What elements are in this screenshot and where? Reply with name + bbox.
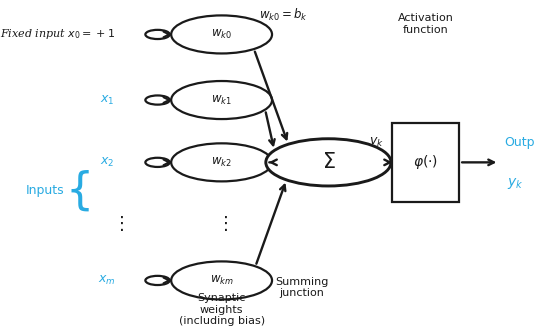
Ellipse shape [171,81,272,119]
Text: $x_m$: $x_m$ [98,274,116,287]
Text: $\{$: $\{$ [65,168,90,213]
Text: Inputs: Inputs [26,184,65,197]
Text: $\vdots$: $\vdots$ [216,214,227,233]
Text: $y_k$: $y_k$ [507,176,523,191]
Text: Fixed input $x_0 = +1$: Fixed input $x_0 = +1$ [0,28,115,41]
Text: Output: Output [505,136,534,149]
Text: $w_{k0} = b_k$: $w_{k0} = b_k$ [259,7,308,23]
Ellipse shape [171,15,272,53]
Text: Synaptic
weights
(including bias): Synaptic weights (including bias) [178,293,265,326]
Ellipse shape [266,139,391,186]
Ellipse shape [145,158,170,167]
Ellipse shape [171,261,272,299]
Text: $x_1$: $x_1$ [99,93,114,107]
Text: $\Sigma$: $\Sigma$ [321,153,335,172]
Ellipse shape [145,30,170,39]
Text: Summing
junction: Summing junction [275,277,328,298]
Text: $w_{k1}$: $w_{k1}$ [211,93,232,107]
Text: $\varphi(\cdot)$: $\varphi(\cdot)$ [413,154,438,171]
Text: $v_k$: $v_k$ [369,136,384,149]
Ellipse shape [145,276,170,285]
Text: $w_{k0}$: $w_{k0}$ [211,28,232,41]
Bar [392,123,459,202]
Text: $w_{k2}$: $w_{k2}$ [211,156,232,169]
Text: $\vdots$: $\vdots$ [112,214,123,233]
Text: $x_2$: $x_2$ [100,156,114,169]
Text: Activation
function: Activation function [398,13,453,35]
Text: $w_{km}$: $w_{km}$ [210,274,233,287]
Ellipse shape [171,143,272,181]
Ellipse shape [145,95,170,105]
